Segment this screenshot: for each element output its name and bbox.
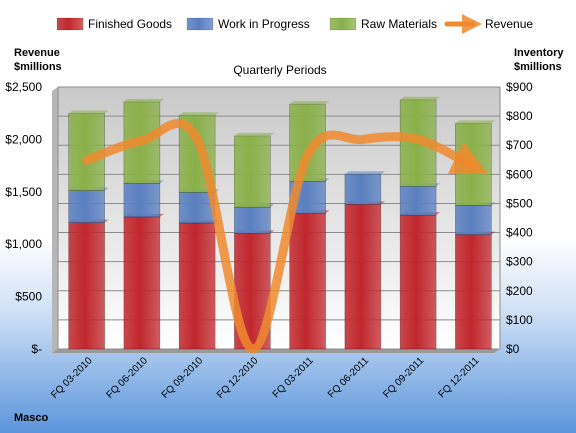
y-right-tick-2: $200 [506, 284, 533, 298]
x-tick-2: FQ 09-2010 [160, 355, 206, 401]
revenue-point-5 [362, 139, 363, 140]
chart-title: Quarterly Periods [233, 63, 326, 77]
bar-work-in-progress-6 [399, 185, 437, 216]
y-right-tick-5: $500 [506, 196, 533, 210]
revenue-point-7 [473, 166, 474, 167]
legend-label-1: Work in Progress [218, 17, 310, 31]
y-right-title-line1: Inventory [514, 47, 564, 59]
bar-work-in-progress-5 [344, 174, 382, 205]
x-tick-5: FQ 06-2011 [326, 355, 371, 400]
y-right-tick-9: $900 [506, 80, 533, 94]
y-right-tick-0: $0 [506, 342, 520, 356]
y-left-tick-4: $2,000 [5, 132, 42, 146]
revenue-point-6 [418, 139, 419, 140]
bar-finished-goods-0 [68, 222, 105, 350]
bar-finished-goods-4 [289, 213, 326, 350]
y-left-title-line2: $millions [14, 61, 62, 73]
bar-top-2-7 [455, 120, 496, 124]
bar-top-2-0 [68, 110, 109, 114]
y-left-title-line1: Revenue [14, 47, 60, 59]
bar-work-in-progress-3 [234, 206, 271, 234]
y-left-tick-3: $1,500 [5, 185, 42, 199]
x-tick-4: FQ 03-2011 [271, 355, 316, 400]
bar-work-in-progress-0 [68, 190, 105, 223]
y-right-title-line2: $millions [514, 61, 562, 73]
revenue-point-4 [307, 155, 308, 156]
bar-work-in-progress-1 [123, 183, 161, 218]
legend-label-0: Finished Goods [88, 17, 172, 31]
y-left-tick-1: $500 [15, 290, 42, 304]
plot-floor [52, 349, 500, 353]
bar-work-in-progress-7 [455, 205, 492, 235]
revenue-point-0 [86, 160, 87, 161]
legend-swatch-0 [56, 17, 84, 31]
x-tick-1: FQ 06-2010 [104, 355, 150, 401]
bar-top-2-1 [123, 98, 164, 102]
y-left-tick-0: $- [31, 342, 42, 356]
x-tick-6: FQ 09-2011 [381, 355, 426, 400]
legend-label-3: Revenue [485, 17, 533, 31]
bar-finished-goods-2 [178, 222, 216, 350]
y-right-tick-6: $600 [506, 167, 533, 181]
x-tick-3: FQ 12-2010 [215, 355, 261, 401]
bar-finished-goods-1 [123, 216, 161, 350]
bar-finished-goods-5 [344, 204, 382, 350]
bar-top-1-5 [344, 171, 385, 175]
bar-finished-goods-6 [399, 214, 437, 350]
bar-top-2-2 [179, 112, 220, 116]
bar-raw-materials-3 [234, 135, 271, 208]
revenue-point-3 [252, 349, 253, 350]
legend-label-2: Raw Materials [361, 17, 437, 31]
legend: Finished Goods Work in Progress Raw Materi… [56, 14, 533, 34]
bar-top-2-4 [289, 101, 330, 105]
revenue-point-1 [141, 140, 142, 141]
y-right-tick-3: $300 [506, 255, 533, 269]
y-right-tick-8: $800 [506, 109, 533, 123]
y-left-tick-5: $2,500 [5, 80, 42, 94]
revenue-line [82, 119, 488, 354]
y-right-tick-7: $700 [506, 138, 533, 152]
plot-side-wall [52, 87, 58, 353]
revenue-point-2 [197, 139, 198, 140]
bar-top-2-6 [400, 96, 441, 100]
company-label: Masco [14, 412, 49, 424]
bar-top-2-3 [234, 132, 275, 136]
bar-finished-goods-7 [455, 234, 492, 350]
x-tick-7: FQ 12-2011 [437, 355, 482, 400]
legend-swatch-1 [186, 17, 214, 31]
y-right-tick-1: $100 [506, 313, 533, 327]
x-tick-0: FQ 03-2010 [49, 355, 95, 401]
y-right-tick-4: $400 [506, 226, 533, 240]
y-left-tick-2: $1,000 [5, 237, 42, 251]
legend-swatch-2 [329, 17, 357, 31]
